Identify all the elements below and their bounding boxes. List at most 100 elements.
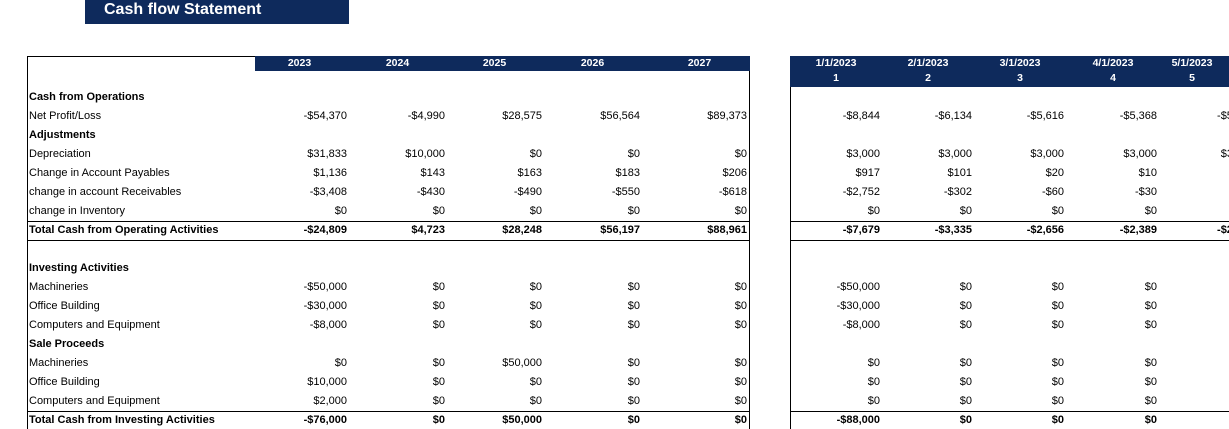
cell-value: $0 <box>734 414 747 426</box>
cell-value: $0 <box>334 357 347 369</box>
cell-value: $0 <box>959 281 972 293</box>
row-label: Sale Proceeds <box>29 338 105 350</box>
cell-value: $0 <box>1144 300 1157 312</box>
cell-value: -$30,000 <box>303 300 347 312</box>
date-header: 4/1/2023 <box>1092 57 1134 69</box>
cell-value: -$6,134 <box>934 110 972 122</box>
cell-value: $88,961 <box>707 224 747 236</box>
cell-value: $0 <box>432 319 445 331</box>
total-border <box>27 411 750 412</box>
cell-value: $56,564 <box>600 110 640 122</box>
cell-value: $163 <box>517 167 542 179</box>
cell-value: $0 <box>1051 319 1064 331</box>
total-border <box>27 221 750 222</box>
cell-value: $0 <box>627 205 640 217</box>
cell-value: -$88,000 <box>836 414 880 426</box>
cell-value: $0 <box>959 319 972 331</box>
row-label: Office Building <box>29 300 100 312</box>
cell-value: $3,000 <box>1030 148 1064 160</box>
cell-value: -$50,000 <box>303 281 347 293</box>
cell-value: $0 <box>1144 281 1157 293</box>
cell-value: -$30 <box>1134 186 1157 198</box>
cell-value: $50,000 <box>502 357 542 369</box>
cell-value: -$76,000 <box>303 414 347 426</box>
cell-value: -$50,000 <box>836 281 880 293</box>
cell-value: $0 <box>432 300 445 312</box>
cell-value: $0 <box>959 414 972 426</box>
cell-value: $0 <box>432 376 445 388</box>
row-label: Machineries <box>29 281 89 293</box>
row-label: Investing Activities <box>29 262 129 274</box>
cell-value: $917 <box>855 167 880 179</box>
cell-value: $0 <box>627 319 640 331</box>
cell-value: $0 <box>959 205 972 217</box>
cell-value: $0 <box>1051 395 1064 407</box>
cell-value: $0 <box>734 395 747 407</box>
total-border <box>790 411 1229 412</box>
cell-value: $0 <box>432 205 445 217</box>
date-header: 5/1/2023 <box>1171 57 1213 69</box>
cell-value: $0 <box>734 319 747 331</box>
row-label: Net Profit/Loss <box>29 110 102 122</box>
cell-value: $0 <box>627 148 640 160</box>
cell-value: $0 <box>1051 357 1064 369</box>
period-header: 1 <box>833 72 839 84</box>
cell-value: $10 <box>1138 167 1157 179</box>
cell-value: $10,000 <box>405 148 445 160</box>
cell-value: $0 <box>627 376 640 388</box>
year-header: 2024 <box>385 57 410 69</box>
row-label: Total Cash from Operating Activities <box>29 224 219 236</box>
cell-value: $0 <box>1144 414 1157 426</box>
total-border <box>790 240 1229 241</box>
cell-value: $4,723 <box>411 224 445 236</box>
cell-value: -$30,000 <box>836 300 880 312</box>
cell-value: $0 <box>1051 414 1064 426</box>
cell-value: $1,136 <box>313 167 347 179</box>
row-label: Depreciation <box>29 148 91 160</box>
cell-value: -$24,809 <box>303 224 347 236</box>
cell-value: -$8,000 <box>309 319 347 331</box>
total-border <box>27 240 750 241</box>
year-header: 2025 <box>482 57 507 69</box>
cell-value: $28,575 <box>502 110 542 122</box>
period-header: 5 <box>1189 72 1195 84</box>
cell-value: $0 <box>529 376 542 388</box>
row-label: change in Inventory <box>29 205 126 217</box>
cell-value: -$8,000 <box>842 319 880 331</box>
cell-value: $0 <box>959 395 972 407</box>
cell-value: $0 <box>959 300 972 312</box>
cell-value: -$2, <box>1217 224 1229 236</box>
cell-value: $0 <box>1051 376 1064 388</box>
cell-value: $0 <box>1144 357 1157 369</box>
row-label: Cash from Operations <box>29 91 145 103</box>
cell-value: $0 <box>432 395 445 407</box>
year-header: 2026 <box>580 57 605 69</box>
cell-value: -$4,990 <box>407 110 445 122</box>
cell-value: $3,000 <box>846 148 880 160</box>
cell-value: -$8,844 <box>842 110 880 122</box>
cell-value: $0 <box>432 414 445 426</box>
cell-value: $0 <box>959 357 972 369</box>
cell-value: $0 <box>867 395 880 407</box>
cell-value: $0 <box>734 148 747 160</box>
cell-value: $0 <box>867 376 880 388</box>
cell-value: $0 <box>1144 395 1157 407</box>
cell-value: $0 <box>529 395 542 407</box>
title: Cash flow Statement <box>104 1 262 18</box>
title-bar <box>85 0 349 24</box>
cell-value: $0 <box>432 281 445 293</box>
cell-value: $3, <box>1220 148 1229 160</box>
cell-value: -$3,408 <box>309 186 347 198</box>
year-header: 2023 <box>287 57 312 69</box>
cell-value: $0 <box>734 300 747 312</box>
cell-value: $0 <box>1051 205 1064 217</box>
cell-value: $0 <box>529 205 542 217</box>
cell-value: $89,373 <box>707 110 747 122</box>
row-label: change in account Receivables <box>29 186 182 198</box>
total-border <box>790 221 1229 222</box>
cell-value: -$2,752 <box>842 186 880 198</box>
cell-value: $0 <box>627 414 640 426</box>
cell-value: -$5,616 <box>1026 110 1064 122</box>
cell-value: -$302 <box>943 186 972 198</box>
